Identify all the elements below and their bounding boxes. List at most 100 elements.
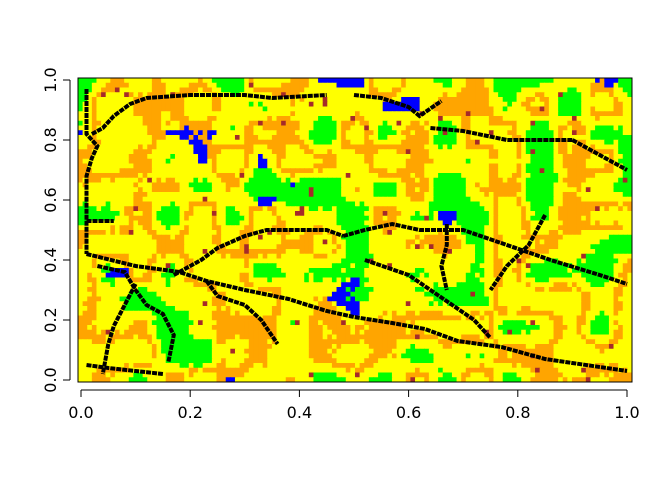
raster-cell xyxy=(114,92,121,98)
raster-cell xyxy=(331,97,338,103)
raster-cell xyxy=(230,234,236,241)
raster-cell xyxy=(387,234,393,241)
raster-cell xyxy=(558,168,564,174)
raster-cell xyxy=(234,196,241,203)
raster-cell xyxy=(618,92,624,98)
raster-cell xyxy=(571,244,578,250)
raster-cell xyxy=(608,201,615,207)
raster-cell xyxy=(165,130,171,136)
raster-cell xyxy=(198,125,204,131)
raster-cell xyxy=(230,211,236,217)
raster-cell xyxy=(133,220,139,226)
raster-cell xyxy=(91,120,98,127)
raster-cell xyxy=(410,135,416,141)
raster-cell xyxy=(119,177,125,184)
raster-cell xyxy=(470,249,476,255)
raster-cell xyxy=(558,106,564,112)
raster-cell xyxy=(622,201,628,207)
raster-cell xyxy=(498,168,504,174)
raster-cell xyxy=(590,87,596,93)
raster-cell xyxy=(128,187,134,193)
raster-cell xyxy=(225,149,231,155)
raster-cell xyxy=(378,82,384,89)
raster-cell xyxy=(248,192,255,198)
raster-cell xyxy=(627,130,632,136)
raster-cell xyxy=(442,144,448,150)
raster-cell xyxy=(438,173,444,179)
raster-cell xyxy=(179,253,185,260)
raster-cell xyxy=(138,182,144,188)
raster-cell xyxy=(558,125,564,131)
raster-cell xyxy=(188,253,195,260)
raster-cell xyxy=(350,92,356,98)
raster-cell xyxy=(124,168,130,174)
raster-cell xyxy=(221,234,227,241)
raster-cell xyxy=(78,87,84,93)
raster-cell xyxy=(516,111,522,117)
raster-cell xyxy=(87,106,93,112)
raster-cell xyxy=(174,244,181,250)
raster-cell xyxy=(350,182,356,188)
raster-cell xyxy=(410,163,416,169)
raster-cell xyxy=(165,82,171,89)
raster-cell xyxy=(548,144,555,150)
raster-cell xyxy=(78,272,84,279)
raster-cell xyxy=(498,97,504,103)
raster-cell xyxy=(479,149,485,155)
raster-cell xyxy=(262,187,268,193)
raster-cell xyxy=(502,192,508,198)
raster-cell xyxy=(419,211,425,217)
raster-cell xyxy=(313,78,319,84)
raster-cell xyxy=(87,130,93,136)
raster-cell xyxy=(331,158,338,165)
raster-cell xyxy=(331,192,338,198)
raster-cell xyxy=(535,249,541,255)
raster-cell xyxy=(419,92,425,98)
raster-cell xyxy=(322,230,328,236)
raster-cell xyxy=(590,234,596,241)
raster-cell xyxy=(230,82,236,89)
raster-cell xyxy=(341,144,347,150)
raster-cell xyxy=(498,192,504,198)
raster-cell xyxy=(234,187,241,193)
raster-cell xyxy=(151,111,158,117)
raster-cell xyxy=(539,149,545,155)
raster-cell xyxy=(239,268,245,274)
raster-cell xyxy=(581,244,587,250)
raster-cell xyxy=(405,244,411,250)
raster-cell xyxy=(202,239,208,245)
raster-cell xyxy=(585,154,592,160)
raster-cell xyxy=(498,130,504,136)
raster-cell xyxy=(267,92,273,98)
raster-cell xyxy=(608,168,615,174)
raster-cell xyxy=(244,87,250,93)
raster-cell xyxy=(355,225,361,231)
raster-cell xyxy=(608,253,615,260)
raster-cell xyxy=(507,173,513,179)
raster-cell xyxy=(511,111,518,117)
raster-cell xyxy=(465,87,472,93)
raster-cell xyxy=(281,268,287,274)
raster-cell xyxy=(202,220,208,226)
raster-cell xyxy=(530,249,536,255)
raster-cell xyxy=(562,97,568,103)
raster-cell xyxy=(336,78,342,84)
raster-cell xyxy=(451,149,458,155)
raster-cell xyxy=(290,201,296,207)
raster-cell xyxy=(174,173,181,179)
raster-cell xyxy=(82,154,88,160)
raster-cell xyxy=(410,173,416,179)
raster-cell xyxy=(318,215,324,222)
raster-cell xyxy=(382,125,388,131)
raster-cell xyxy=(82,187,88,193)
raster-cell xyxy=(202,106,208,112)
raster-cell xyxy=(368,268,375,274)
raster-cell xyxy=(410,92,416,98)
raster-cell xyxy=(258,215,264,222)
raster-cell xyxy=(604,258,610,264)
raster-cell xyxy=(101,173,107,179)
raster-cell xyxy=(327,220,333,226)
raster-cell xyxy=(128,139,134,146)
raster-cell xyxy=(613,154,619,160)
raster-cell xyxy=(470,244,476,250)
